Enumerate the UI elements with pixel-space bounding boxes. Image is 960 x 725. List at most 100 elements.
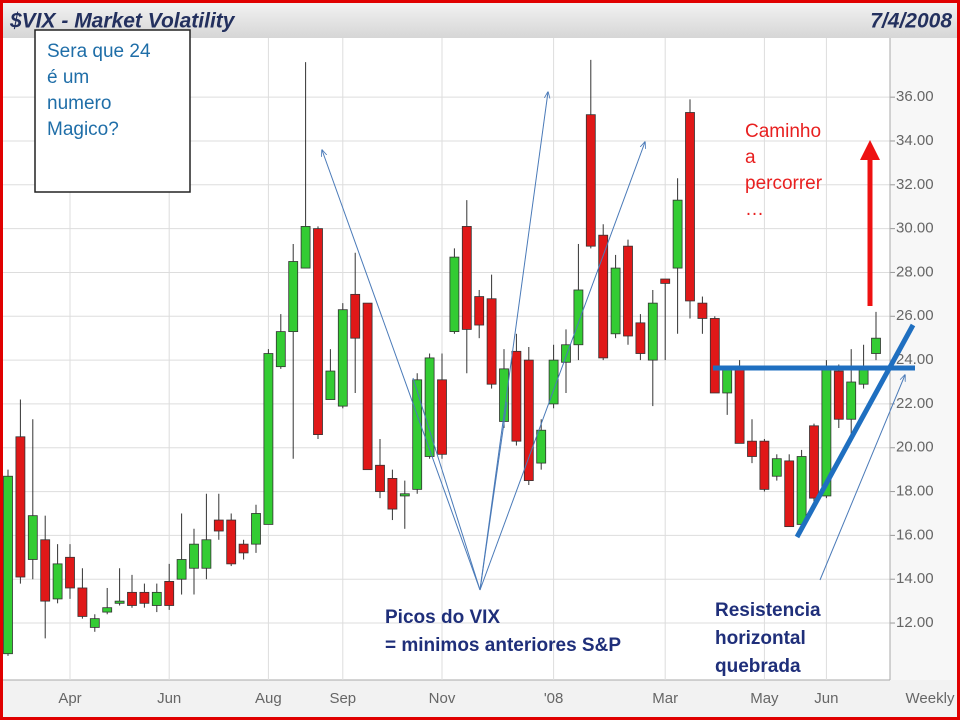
candle-body	[449, 256, 460, 333]
candle-body	[263, 353, 274, 525]
candle-body	[858, 368, 869, 385]
candle-body	[77, 587, 88, 617]
candle-body	[523, 359, 534, 482]
x-tick-label: Aug	[255, 690, 282, 707]
annotation-text: numero	[47, 93, 111, 114]
x-tick-label: Jun	[814, 690, 838, 707]
arrow	[412, 377, 481, 591]
candle-body	[275, 331, 286, 368]
candle-body	[685, 112, 695, 302]
peak-arrows	[322, 92, 905, 591]
candle-body	[561, 344, 571, 363]
candle-body	[833, 370, 844, 420]
candle-body	[722, 368, 733, 394]
candle-body	[474, 296, 485, 326]
annotation-text: quebrada	[715, 656, 801, 677]
plot-area: 12.00 14.00 16.00 18.00 20.00 22.00 24.00 26.00…	[0, 38, 934, 707]
x-tick-label: Jun	[157, 690, 181, 707]
candle-body	[52, 563, 63, 600]
x-tick-label: Apr	[58, 690, 81, 707]
candle-body	[771, 458, 782, 477]
candle-body	[350, 293, 361, 339]
candle-body	[238, 543, 249, 554]
y-tick-label: 18.00	[896, 483, 934, 500]
chart-date: 7/4/2008	[870, 10, 952, 33]
y-tick-label: 28.00	[896, 263, 934, 280]
y-tick-label: 34.00	[896, 132, 934, 149]
candle-body	[424, 357, 435, 457]
candle-body	[251, 513, 261, 545]
candle-body	[176, 559, 187, 580]
y-tick-label: 32.00	[896, 176, 934, 193]
candle-body	[759, 440, 770, 490]
candle-body	[387, 478, 398, 510]
annotation-text: Caminho	[745, 121, 821, 142]
candle-body	[151, 591, 162, 606]
candle-body	[871, 337, 881, 354]
candle-body	[635, 322, 646, 354]
candle-body	[796, 456, 807, 525]
candle-body	[697, 302, 708, 319]
candle-body	[114, 600, 125, 604]
candle-body	[164, 580, 175, 606]
candle-body	[3, 475, 13, 655]
candle-body	[784, 460, 795, 528]
y-tick-label: 30.00	[896, 220, 934, 237]
arrow	[479, 92, 548, 591]
y-tick-label: 16.00	[896, 526, 934, 543]
candle-body	[27, 515, 38, 560]
candle-body	[300, 226, 311, 269]
arrow	[322, 150, 481, 591]
y-axis-band	[890, 38, 960, 680]
y-tick-label: 22.00	[896, 395, 934, 412]
candle-body	[709, 318, 720, 394]
x-tick-label: Mar	[652, 690, 678, 707]
x-tick-label: '08	[544, 690, 564, 707]
annotation-text: …	[745, 199, 764, 220]
candle-body	[846, 381, 857, 420]
candle-body	[139, 591, 150, 604]
annotation-text: horizontal	[715, 628, 806, 649]
candle-body	[437, 379, 447, 455]
candle-body	[313, 228, 323, 435]
candle-body	[623, 245, 633, 337]
candle-body	[573, 289, 584, 346]
candle-body	[734, 368, 745, 444]
annotation-text: Magico?	[47, 119, 119, 140]
candle-body	[598, 234, 609, 359]
chart-title: $VIX - Market Volatility	[9, 10, 236, 33]
candle-body	[40, 539, 51, 602]
y-tick-label: 12.00	[896, 614, 934, 631]
candle-body	[288, 261, 299, 333]
candle-body	[226, 519, 237, 565]
x-tick-label: May	[750, 690, 779, 707]
candle-body	[337, 309, 348, 407]
candle-body	[461, 226, 472, 330]
candle-body	[585, 114, 596, 247]
candle-body	[325, 370, 336, 400]
question-box	[34, 29, 191, 193]
annotation-text: a	[745, 147, 756, 168]
candle-body	[548, 359, 559, 405]
candle-body	[189, 543, 199, 569]
y-tick-label: 26.00	[896, 307, 934, 324]
annotations: Sera que 24 é um numero Magico? Caminho a perc…	[34, 29, 916, 677]
candle-body	[660, 278, 671, 284]
x-tick-label: Nov	[429, 690, 456, 707]
candle-body	[412, 379, 423, 490]
candle-body	[399, 493, 410, 497]
candle-body	[213, 519, 224, 532]
candle-body	[127, 591, 137, 606]
candle-body	[511, 350, 522, 442]
candle-body	[89, 618, 100, 628]
candle-body	[747, 440, 757, 457]
y-tick-label: 36.00	[896, 88, 934, 105]
arrow	[479, 142, 645, 591]
candle-body	[610, 267, 621, 335]
x-axis-band	[0, 680, 960, 720]
candle-body	[201, 539, 212, 569]
y-tick-label: 20.00	[896, 439, 934, 456]
candle-body	[647, 302, 658, 361]
